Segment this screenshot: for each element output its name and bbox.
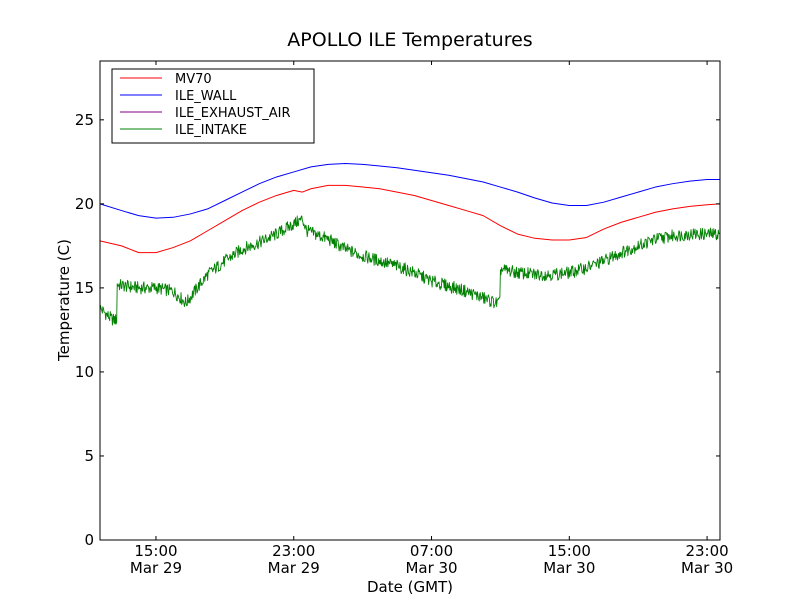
y-axis-label: Temperature (C)	[55, 239, 73, 362]
plot-area	[99, 163, 721, 326]
x-tick-label-time: 07:00	[410, 542, 453, 560]
series-line-ile-wall	[99, 163, 720, 219]
legend-label-ile-intake: ILE_INTAKE	[175, 123, 247, 138]
legend-label-mv70: MV70	[175, 72, 212, 87]
x-tick-label-time: 23:00	[272, 542, 315, 560]
x-tick-label-date: Mar 29	[130, 559, 182, 577]
x-tick-label-time: 23:00	[685, 542, 728, 560]
y-tick-label: 20	[75, 195, 94, 213]
x-axis-label: Date (GMT)	[367, 578, 453, 596]
x-tick-label-date: Mar 29	[268, 559, 320, 577]
y-tick-label: 10	[75, 363, 94, 381]
y-tick-label: 5	[84, 447, 94, 465]
x-tick-label-date: Mar 30	[681, 559, 733, 577]
y-tick-label: 25	[75, 111, 94, 129]
x-tick-label-time: 15:00	[134, 542, 177, 560]
series-line-ile-intake	[99, 215, 721, 326]
chart-title: APOLLO ILE Temperatures	[287, 29, 532, 51]
y-tick-label: 15	[75, 279, 94, 297]
plot-frame	[99, 60, 721, 541]
legend: MV70 ILE_WALL ILE_EXHAUST_AIR ILE_INTAKE	[111, 68, 315, 144]
x-tick-label-date: Mar 30	[405, 559, 457, 577]
legend-box	[111, 68, 315, 144]
legend-label-ile-exhaust-air: ILE_EXHAUST_AIR	[175, 106, 291, 121]
series-line-mv70	[99, 184, 721, 254]
x-tick-label-time: 15:00	[548, 542, 591, 560]
y-tick-label: 0	[84, 531, 94, 549]
legend-label-ile-wall: ILE_WALL	[175, 89, 237, 104]
x-tick-label-date: Mar 30	[543, 559, 595, 577]
